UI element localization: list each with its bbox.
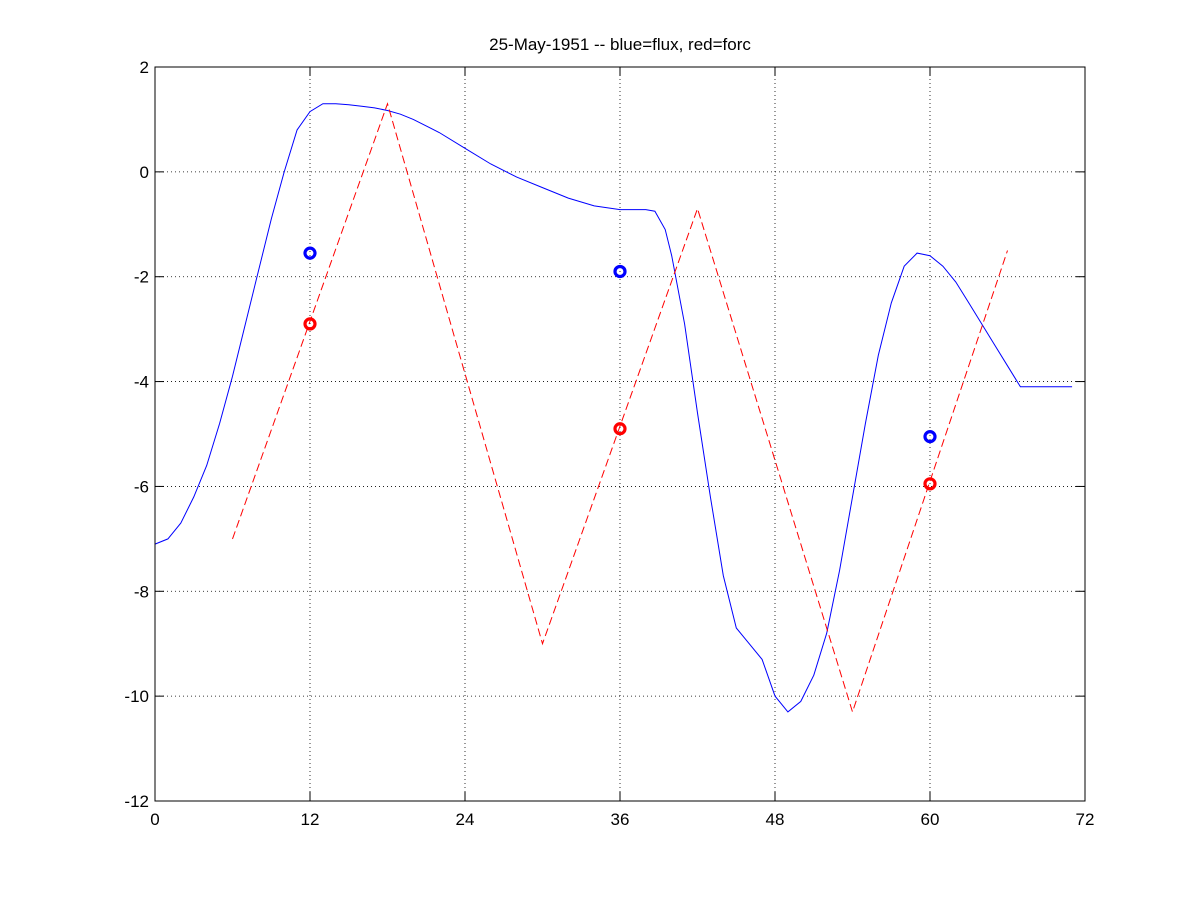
y-tick-label: 0 bbox=[140, 163, 149, 182]
x-tick-label: 72 bbox=[1076, 810, 1095, 829]
series-layer bbox=[154, 102, 1073, 714]
x-tick-label: 24 bbox=[456, 810, 475, 829]
x-tick-label: 36 bbox=[611, 810, 630, 829]
forc-series-line bbox=[232, 102, 1008, 714]
x-tick-label: 0 bbox=[150, 810, 159, 829]
y-tick-label: 2 bbox=[140, 58, 149, 77]
y-tick-label: -6 bbox=[134, 477, 149, 496]
y-tick-label: -12 bbox=[124, 792, 149, 811]
x-tick-labels: 0 12 24 36 48 60 72 bbox=[150, 810, 1094, 829]
x-tick-label: 60 bbox=[921, 810, 940, 829]
y-tick-label: -10 bbox=[124, 687, 149, 706]
flux-series-line bbox=[154, 103, 1073, 713]
flux-marker bbox=[923, 430, 937, 444]
x-tick-label: 48 bbox=[766, 810, 785, 829]
y-tick-label: -4 bbox=[134, 373, 149, 392]
x-tick-label: 12 bbox=[301, 810, 320, 829]
y-tick-label: -8 bbox=[134, 582, 149, 601]
flux-marker bbox=[303, 246, 317, 260]
marker-layer bbox=[303, 246, 937, 491]
axis-ticks bbox=[154, 66, 1086, 802]
chart-title: 25-May-1951 -- blue=flux, red=forc bbox=[489, 35, 751, 54]
flux-marker bbox=[613, 264, 627, 279]
forc-marker bbox=[303, 317, 317, 331]
forc-marker bbox=[923, 477, 937, 491]
forc-marker bbox=[613, 422, 627, 436]
y-tick-label: -2 bbox=[134, 268, 149, 287]
y-tick-labels: 2 0 -2 -4 -6 -8 -10 -12 bbox=[124, 58, 149, 811]
